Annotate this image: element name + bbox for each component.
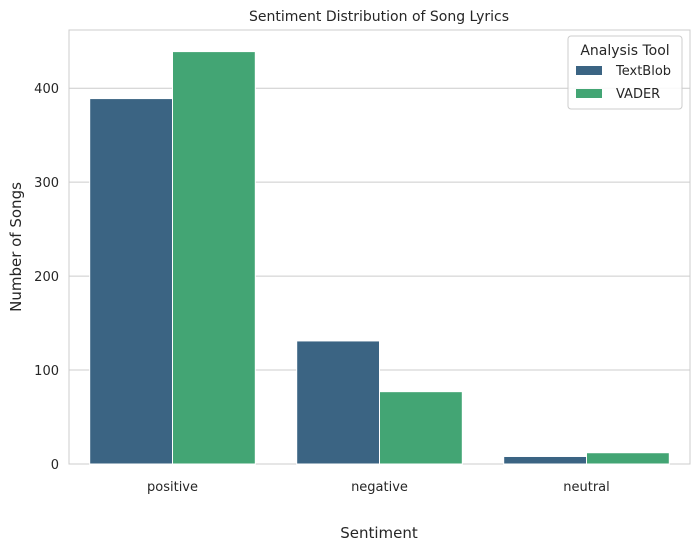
legend-swatch-textblob (576, 66, 602, 75)
y-axis-title: Number of Songs (7, 182, 25, 312)
y-tick-label: 400 (34, 82, 59, 97)
bar-vader-neutral (586, 452, 670, 465)
x-tick-label: neutral (563, 480, 610, 495)
bar-textblob-positive (89, 98, 173, 465)
x-tick-label: negative (351, 480, 408, 495)
chart-title: Sentiment Distribution of Song Lyrics (249, 9, 509, 25)
legend-label-textblob: TextBlob (615, 64, 671, 79)
legend-label-vader: VADER (616, 87, 660, 102)
y-tick-labels: 0 100 200 300 400 (34, 82, 59, 473)
bars (89, 51, 670, 465)
bar-vader-positive (172, 51, 256, 465)
x-tick-labels: positive negative neutral (147, 480, 610, 495)
bar-vader-negative (379, 391, 463, 465)
legend-title: Analysis Tool (580, 43, 669, 59)
bar-textblob-negative (296, 340, 381, 465)
y-tick-label: 100 (34, 364, 59, 379)
y-tick-label: 0 (51, 458, 59, 473)
x-axis-title: Sentiment (340, 524, 418, 542)
x-tick-label: positive (147, 480, 198, 495)
y-tick-label: 300 (34, 176, 59, 191)
bar-textblob-neutral (503, 455, 588, 465)
legend: Analysis Tool TextBlob VADER (567, 35, 683, 110)
legend-swatch-vader (576, 89, 602, 98)
y-tick-label: 200 (34, 270, 59, 285)
